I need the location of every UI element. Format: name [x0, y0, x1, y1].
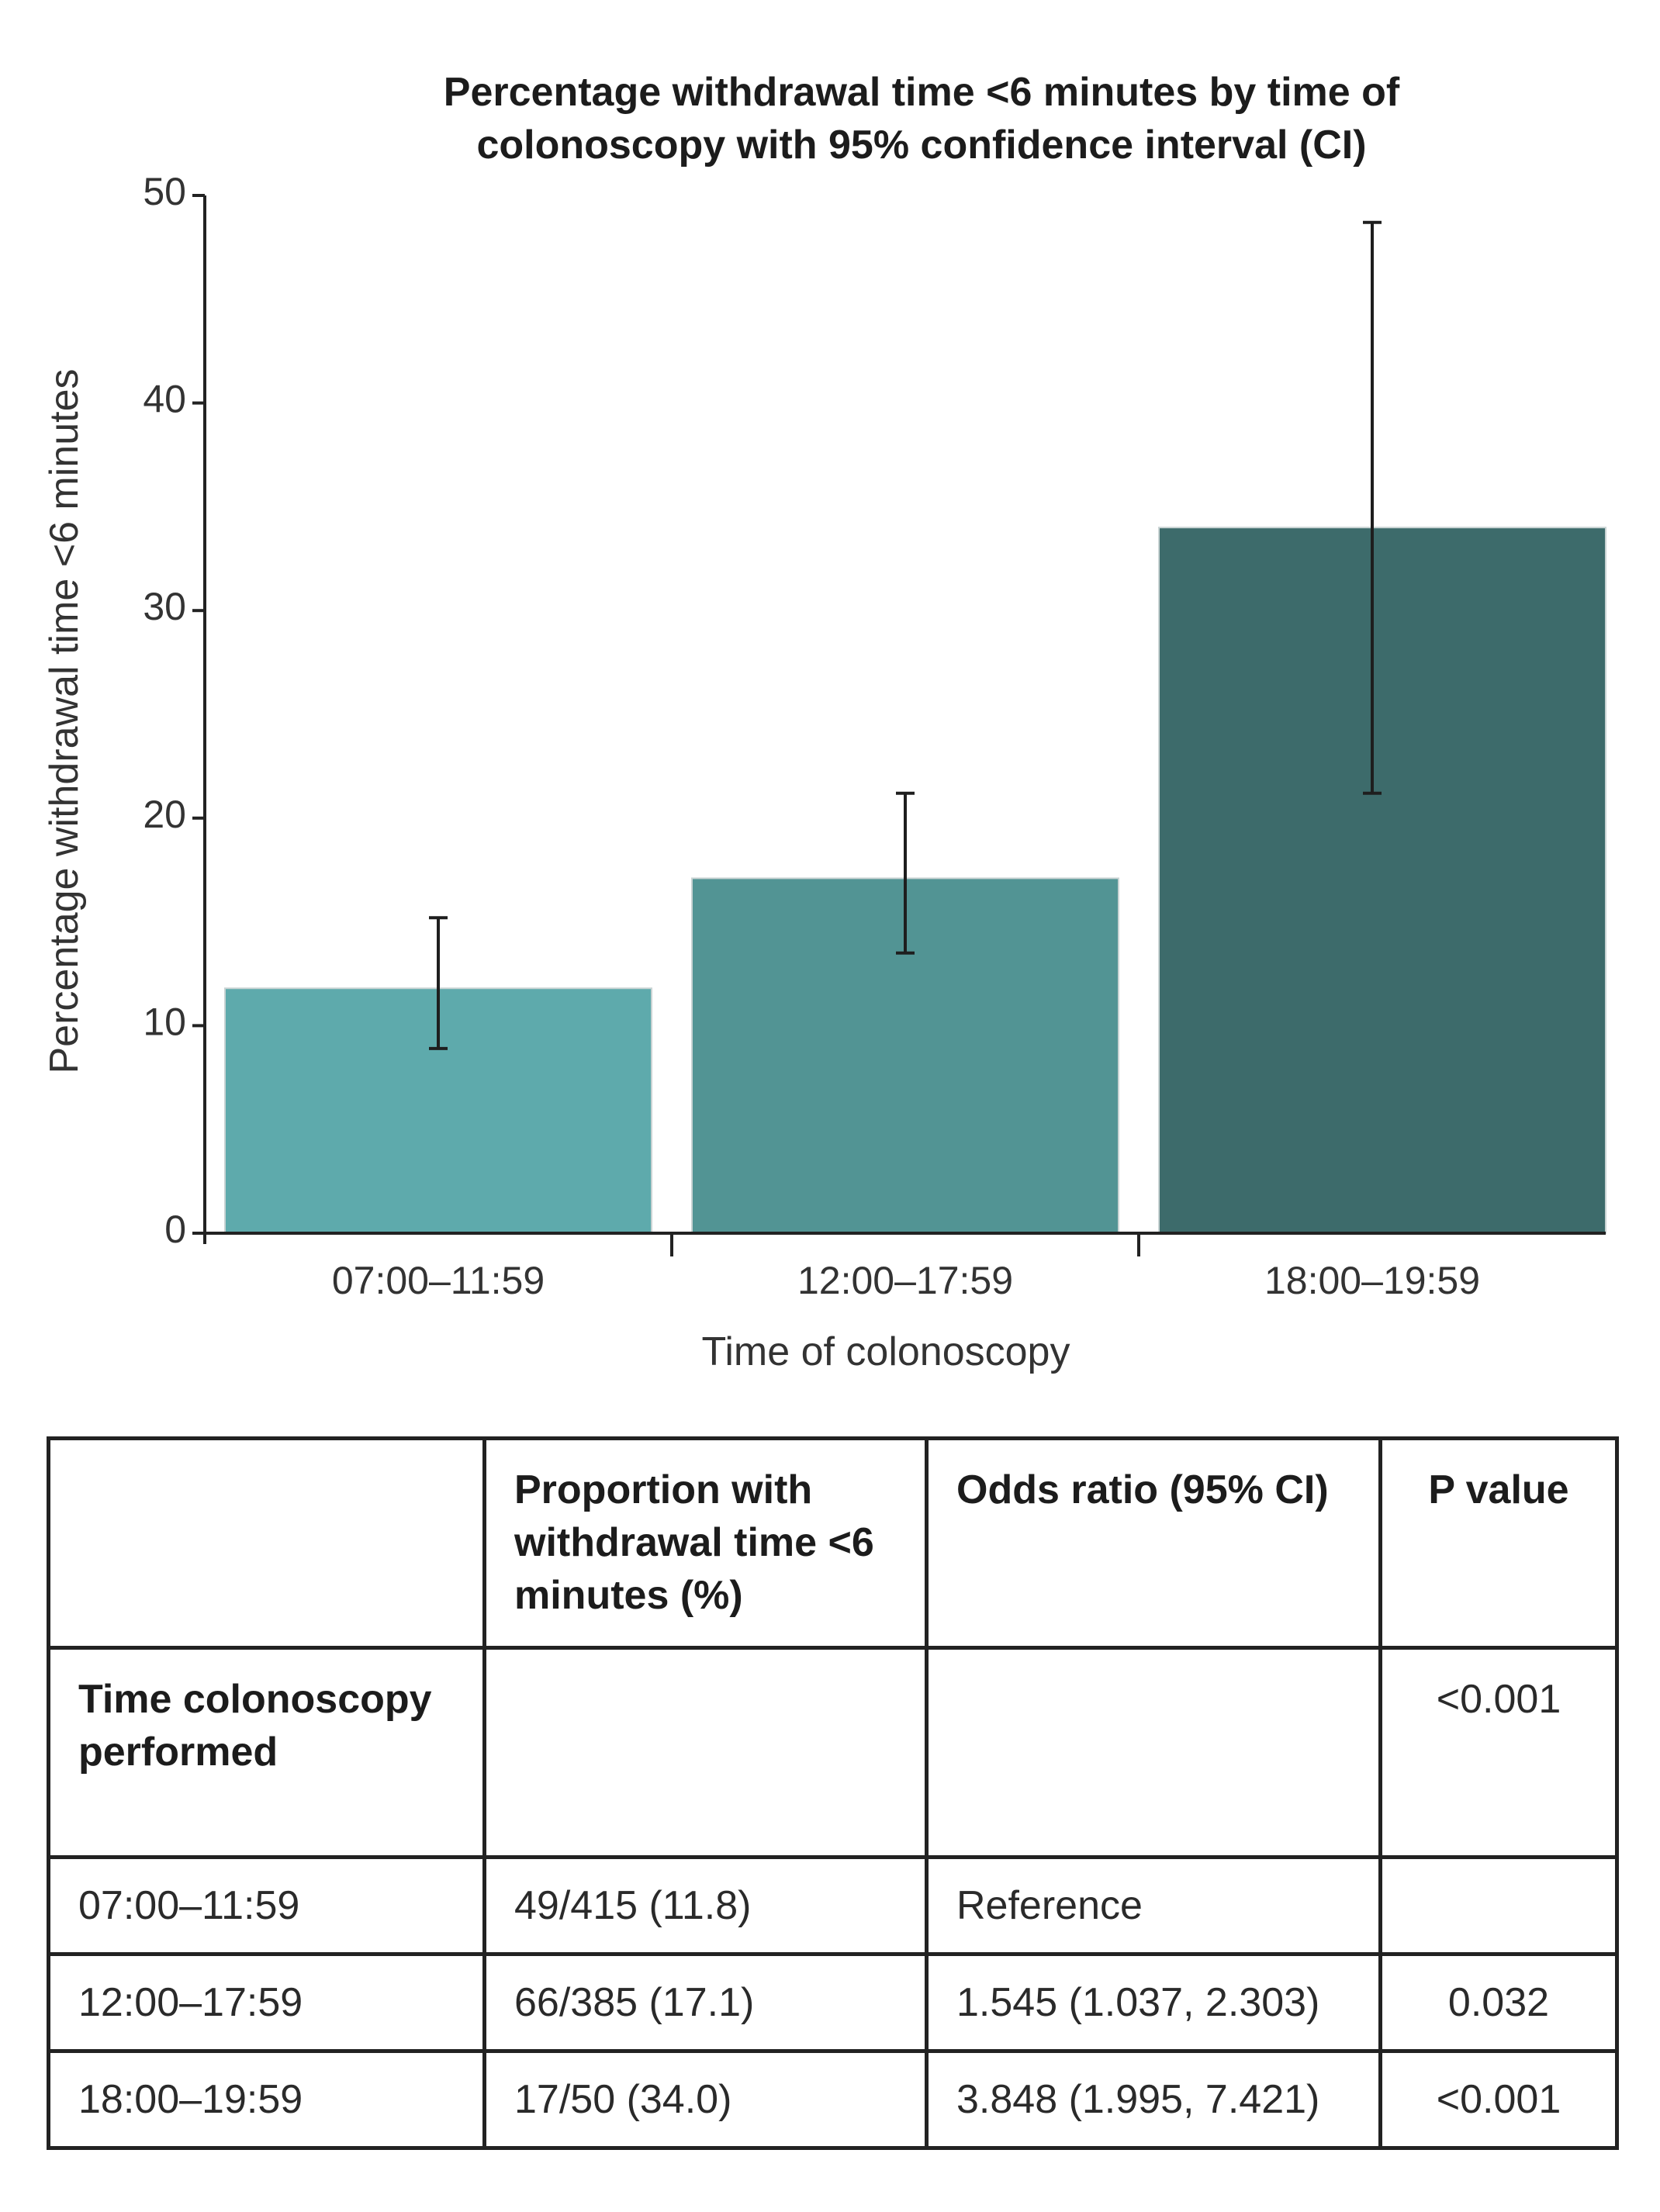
table-row: 07:00–11:59 49/415 (11.8) Reference: [47, 1855, 1619, 1956]
table-group-row: Time colonoscopy performed <0.001: [47, 1646, 1619, 1859]
row-time: 07:00–11:59: [47, 1855, 486, 1956]
table-row: 18:00–19:59 17/50 (34.0) 3.848 (1.995, 7…: [47, 2049, 1619, 2150]
group-label: Time colonoscopy performed: [47, 1646, 486, 1859]
header-proportion: Proportion with withdrawal time <6 minut…: [482, 1436, 929, 1650]
row-p-value: <0.001: [1378, 2049, 1619, 2150]
table-row: 12:00–17:59 66/385 (17.1) 1.545 (1.037, …: [47, 1952, 1619, 2053]
y-tick-label: 30: [143, 585, 186, 628]
header-cell-empty: [47, 1436, 486, 1650]
y-axis-label: Percentage withdrawal time <6 minutes: [42, 368, 87, 1073]
bar-chart: Percentage withdrawal time <6 minutes by…: [42, 70, 1606, 1374]
x-tick-label: 07:00–11:59: [332, 1259, 545, 1302]
y-tick-label: 0: [164, 1208, 186, 1251]
group-odds-empty: [925, 1646, 1382, 1859]
row-time: 18:00–19:59: [47, 2049, 486, 2150]
table-header-row: Proportion with withdrawal time <6 minut…: [47, 1436, 1619, 1650]
y-tick-label: 20: [143, 793, 186, 836]
row-p-value: [1378, 1855, 1619, 1956]
bar-3: [1158, 527, 1606, 1234]
y-tick-label: 40: [143, 378, 186, 421]
row-odds-ratio: 1.545 (1.037, 2.303): [925, 1952, 1382, 2053]
row-proportion: 66/385 (17.1): [482, 1952, 929, 2053]
group-proportion-empty: [482, 1646, 929, 1859]
group-p-value: <0.001: [1378, 1646, 1619, 1859]
chart-title-line-1: Percentage withdrawal time <6 minutes by…: [444, 70, 1400, 115]
row-p-value: 0.032: [1378, 1952, 1619, 2053]
x-axis-label: Time of colonoscopy: [702, 1329, 1070, 1374]
results-table: Proportion with withdrawal time <6 minut…: [47, 1436, 1619, 2150]
row-time: 12:00–17:59: [47, 1952, 486, 2053]
y-tick-label: 10: [143, 1000, 186, 1043]
x-tick-label: 12:00–17:59: [797, 1259, 1013, 1302]
y-tick-label: 50: [143, 170, 186, 213]
x-tick-label: 18:00–19:59: [1264, 1259, 1480, 1302]
chart-title-line-2: colonoscopy with 95% confidence interval…: [476, 123, 1366, 168]
row-odds-ratio: 3.848 (1.995, 7.421): [925, 2049, 1382, 2150]
row-proportion: 17/50 (34.0): [482, 2049, 929, 2150]
row-proportion: 49/415 (11.8): [482, 1855, 929, 1956]
header-odds-ratio: Odds ratio (95% CI): [925, 1436, 1382, 1650]
row-odds-ratio: Reference: [925, 1855, 1382, 1956]
header-p-value: P value: [1378, 1436, 1619, 1650]
